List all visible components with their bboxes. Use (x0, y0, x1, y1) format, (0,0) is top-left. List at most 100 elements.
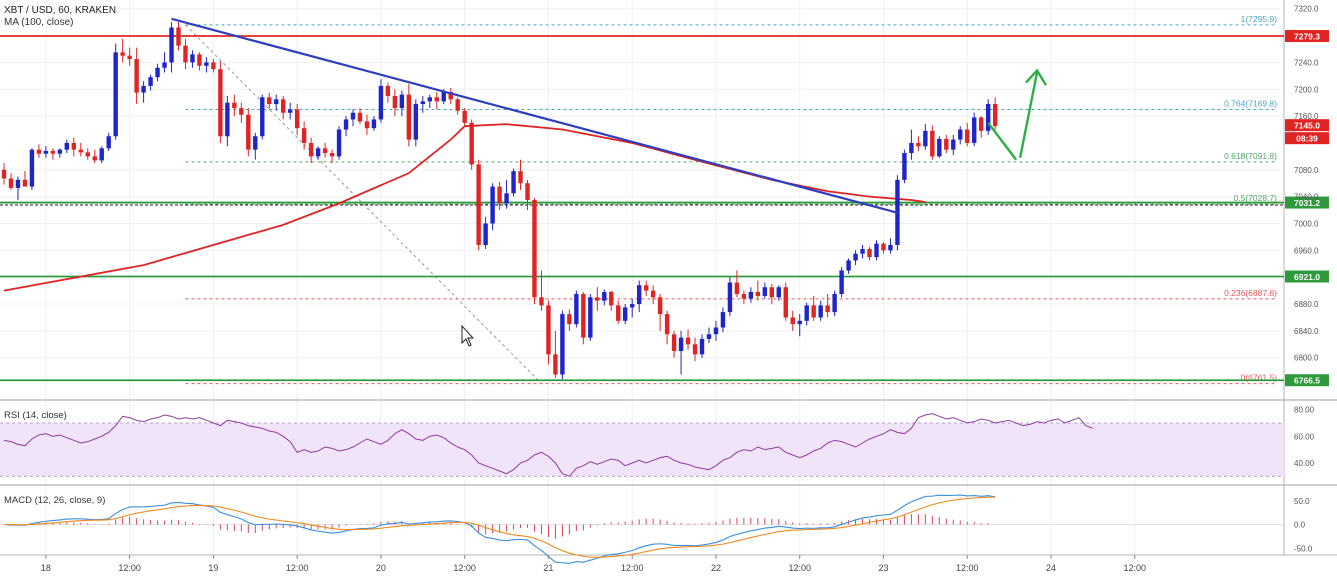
candle-body (741, 293, 747, 299)
candle-body (399, 94, 405, 109)
candle-body (769, 287, 774, 298)
candle-body (378, 85, 384, 120)
annotation-down-stroke (987, 122, 1018, 161)
countdown-tag: 08:39 (1296, 134, 1318, 144)
candle-body (64, 142, 70, 150)
candle-body (860, 248, 865, 254)
price-tick-label: 7200.0 (1294, 85, 1319, 94)
candle-body (162, 62, 167, 68)
candle-body (483, 223, 488, 245)
candle-body (734, 282, 740, 294)
mouse-cursor-icon (461, 324, 475, 347)
candle-body (748, 291, 754, 299)
candle-body (218, 69, 223, 137)
candle-body (692, 344, 698, 355)
candle-body (29, 149, 35, 187)
candle-body (57, 149, 63, 154)
candle-body (455, 99, 460, 111)
time-tick-label: 12:00 (1123, 563, 1146, 573)
trendline-layer (171, 17, 1048, 214)
price-tick-label: 6800.0 (1294, 354, 1319, 363)
candle-body (413, 104, 419, 140)
candle-body (392, 95, 398, 109)
macd-tick-label: 50.0 (1294, 497, 1310, 506)
candle-body (462, 110, 467, 123)
candle-body (853, 253, 858, 261)
candle-body (979, 117, 984, 131)
candle-body (197, 54, 202, 66)
rsi-band (0, 423, 1284, 477)
candle-body (260, 97, 265, 137)
candle-body (239, 108, 244, 115)
rsi-tick-label: 40.00 (1294, 459, 1315, 468)
candle-body (671, 334, 677, 352)
candle-body (518, 171, 523, 184)
time-tick-label: 12:00 (956, 563, 979, 573)
fibonacci-connector (185, 24, 542, 384)
candle-body (169, 27, 174, 63)
candle-body (99, 148, 104, 161)
fibonacci-label: 1(7295.9) (1241, 14, 1278, 24)
candle-body (825, 305, 830, 313)
signal-line (3, 496, 996, 558)
candle-body (657, 297, 663, 315)
support-price-tag: 6921.0 (1294, 272, 1320, 282)
candle-body (336, 129, 342, 157)
candle-body (441, 91, 446, 102)
time-tick-label: 18 (41, 563, 51, 573)
macd-legend: MACD (12, 26, close, 9) (4, 495, 105, 506)
rsi-tick-label: 60.00 (1294, 432, 1315, 441)
candle-body (211, 62, 216, 70)
candle-body (636, 285, 642, 305)
candle-body (183, 45, 188, 63)
candle-body (504, 193, 509, 204)
candle-body (134, 59, 139, 93)
macd-tick-label: 0.0 (1294, 521, 1306, 530)
support-price-tag: 6766.5 (1294, 376, 1320, 386)
candle-body (141, 85, 146, 93)
support-price-tag-bg (1285, 374, 1329, 387)
candle-body (225, 102, 230, 137)
candle-body (958, 129, 963, 140)
candle-body (992, 104, 998, 127)
arrowhead-icon (1025, 68, 1048, 86)
candle-body (448, 91, 453, 100)
indicators (0, 413, 1284, 564)
candle-body (274, 99, 279, 105)
resistance-price-tag: 7279.3 (1294, 32, 1320, 42)
candle-body (246, 114, 251, 150)
candle-body (685, 337, 691, 345)
candle-body (385, 85, 391, 96)
candle-body (783, 287, 788, 318)
candle-body (706, 334, 712, 339)
candle-body (106, 136, 111, 149)
candle-body (581, 293, 586, 338)
candle-body (818, 305, 823, 318)
candle-body (643, 285, 649, 291)
candle-body (50, 151, 56, 154)
candle-body (43, 151, 49, 154)
ma100-line (3, 123, 926, 292)
candle-body (944, 138, 949, 150)
candle-body (776, 287, 781, 298)
candle-body (539, 297, 544, 306)
price-tick-label: 7240.0 (1294, 58, 1319, 67)
candle-body (602, 291, 607, 301)
candle-body (253, 136, 258, 150)
candle-body (357, 112, 363, 122)
price-tick-label: 7000.0 (1294, 219, 1319, 228)
time-tick-label: 12:00 (621, 563, 644, 573)
candle-body (588, 297, 593, 338)
candle-body (532, 200, 537, 298)
candle-body (951, 139, 956, 150)
candle-body (909, 142, 914, 154)
macd-line (3, 494, 996, 564)
candle-body (804, 305, 809, 321)
candle-body (497, 186, 502, 204)
candle-body (797, 320, 802, 325)
time-tick-label: 20 (376, 563, 386, 573)
candle-body (267, 97, 272, 105)
axes: 18 12:00 19 12:00 20 12:00 21 12:00 22 12:00 23 12:… (41, 5, 1329, 573)
